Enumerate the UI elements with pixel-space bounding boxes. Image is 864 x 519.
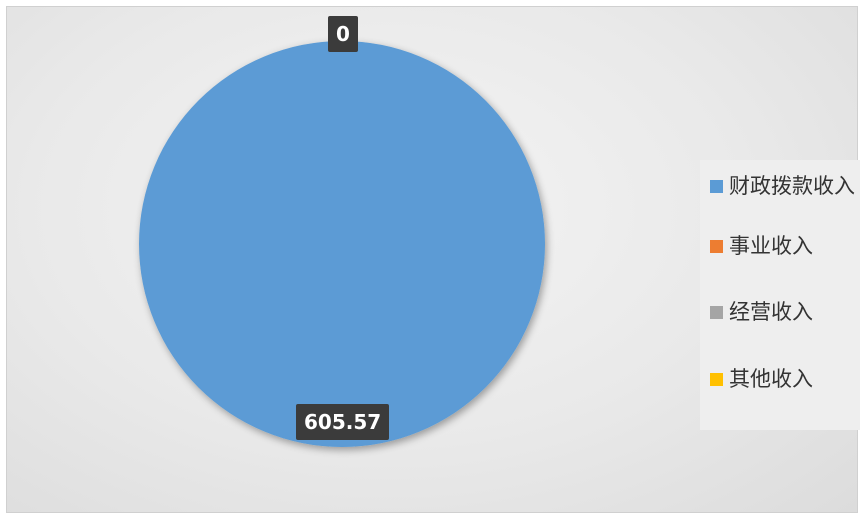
legend-item-fiscal: 财政拨款收入 <box>710 172 859 200</box>
legend-item-operating: 经营收入 <box>710 298 859 326</box>
pie-slice-0 <box>139 41 545 447</box>
data-label-zero: 0 <box>328 16 358 52</box>
legend-swatch-fiscal <box>710 180 723 193</box>
legend-swatch-operating <box>710 306 723 319</box>
legend-item-business: 事业收入 <box>710 232 859 260</box>
legend-swatch-business <box>710 240 723 253</box>
data-label-fiscal: 605.57 <box>296 404 390 440</box>
legend-label-fiscal: 财政拨款收入 <box>729 174 855 198</box>
legend-label-other: 其他收入 <box>729 367 813 391</box>
legend-label-business: 事业收入 <box>729 234 813 258</box>
legend: 财政拨款收入 事业收入 经营收入 其他收入 <box>700 160 860 430</box>
legend-swatch-other <box>710 373 723 386</box>
legend-item-other: 其他收入 <box>710 365 859 393</box>
legend-label-operating: 经营收入 <box>729 300 813 324</box>
